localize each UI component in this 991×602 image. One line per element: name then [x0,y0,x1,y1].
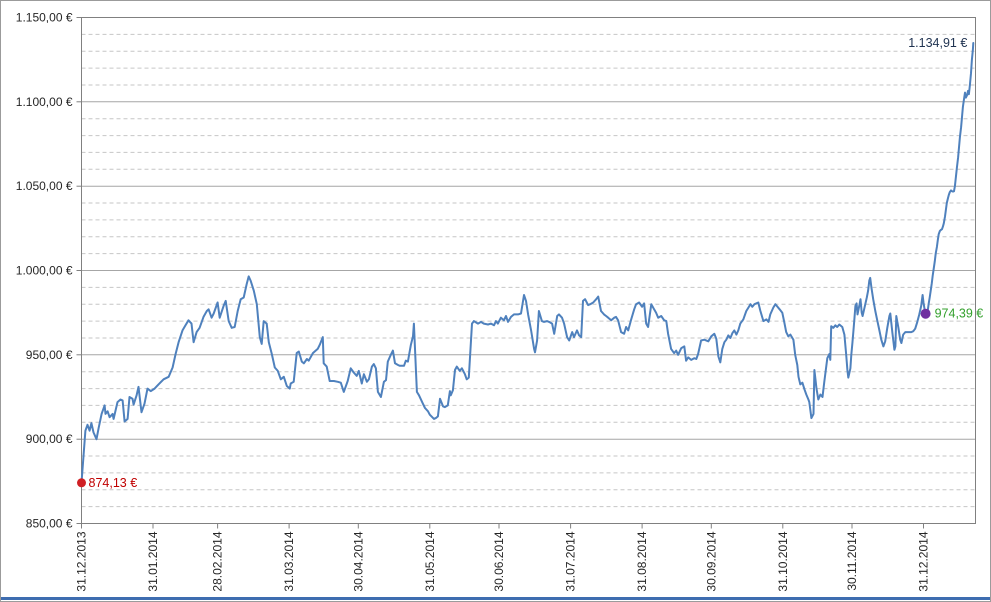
x-axis-label: 31.07.2014 [564,531,578,591]
x-axis-label: 31.08.2014 [635,531,649,591]
x-axis-label: 31.01.2014 [146,531,160,591]
y-axis-label: 1.150,00 € [16,11,73,25]
x-axis-label: 31.12.2013 [75,531,89,591]
x-axis-label: 30.09.2014 [704,531,718,591]
window-bottom-edge [1,597,990,600]
start-value-label: 874,13 € [89,476,138,490]
x-axis-label: 31.05.2014 [423,531,437,591]
x-axis-label: 30.04.2014 [351,531,365,591]
year-end-value-label-marker [920,308,931,319]
x-axis-label: 30.11.2014 [845,531,859,590]
y-axis-label: 1.100,00 € [16,95,73,109]
year-end-value-label: 974,39 € [935,307,984,321]
y-axis-label: 1.050,00 € [16,179,73,193]
y-axis-label: 950,00 € [26,348,73,362]
x-axis-label: 28.02.2014 [211,531,225,591]
x-axis-label: 31.03.2014 [282,531,296,591]
y-axis-label: 1.000,00 € [16,264,73,278]
x-axis-label: 31.10.2014 [776,531,790,591]
x-axis-label: 30.06.2014 [492,531,506,591]
final-value-label: 1.134,91 € [908,36,967,50]
x-axis-label: 31.12.2014 [917,531,931,591]
price-line [80,42,975,484]
y-axis-label: 900,00 € [26,432,73,446]
y-axis-label: 850,00 € [26,517,73,531]
start-value-label-marker [77,478,86,488]
